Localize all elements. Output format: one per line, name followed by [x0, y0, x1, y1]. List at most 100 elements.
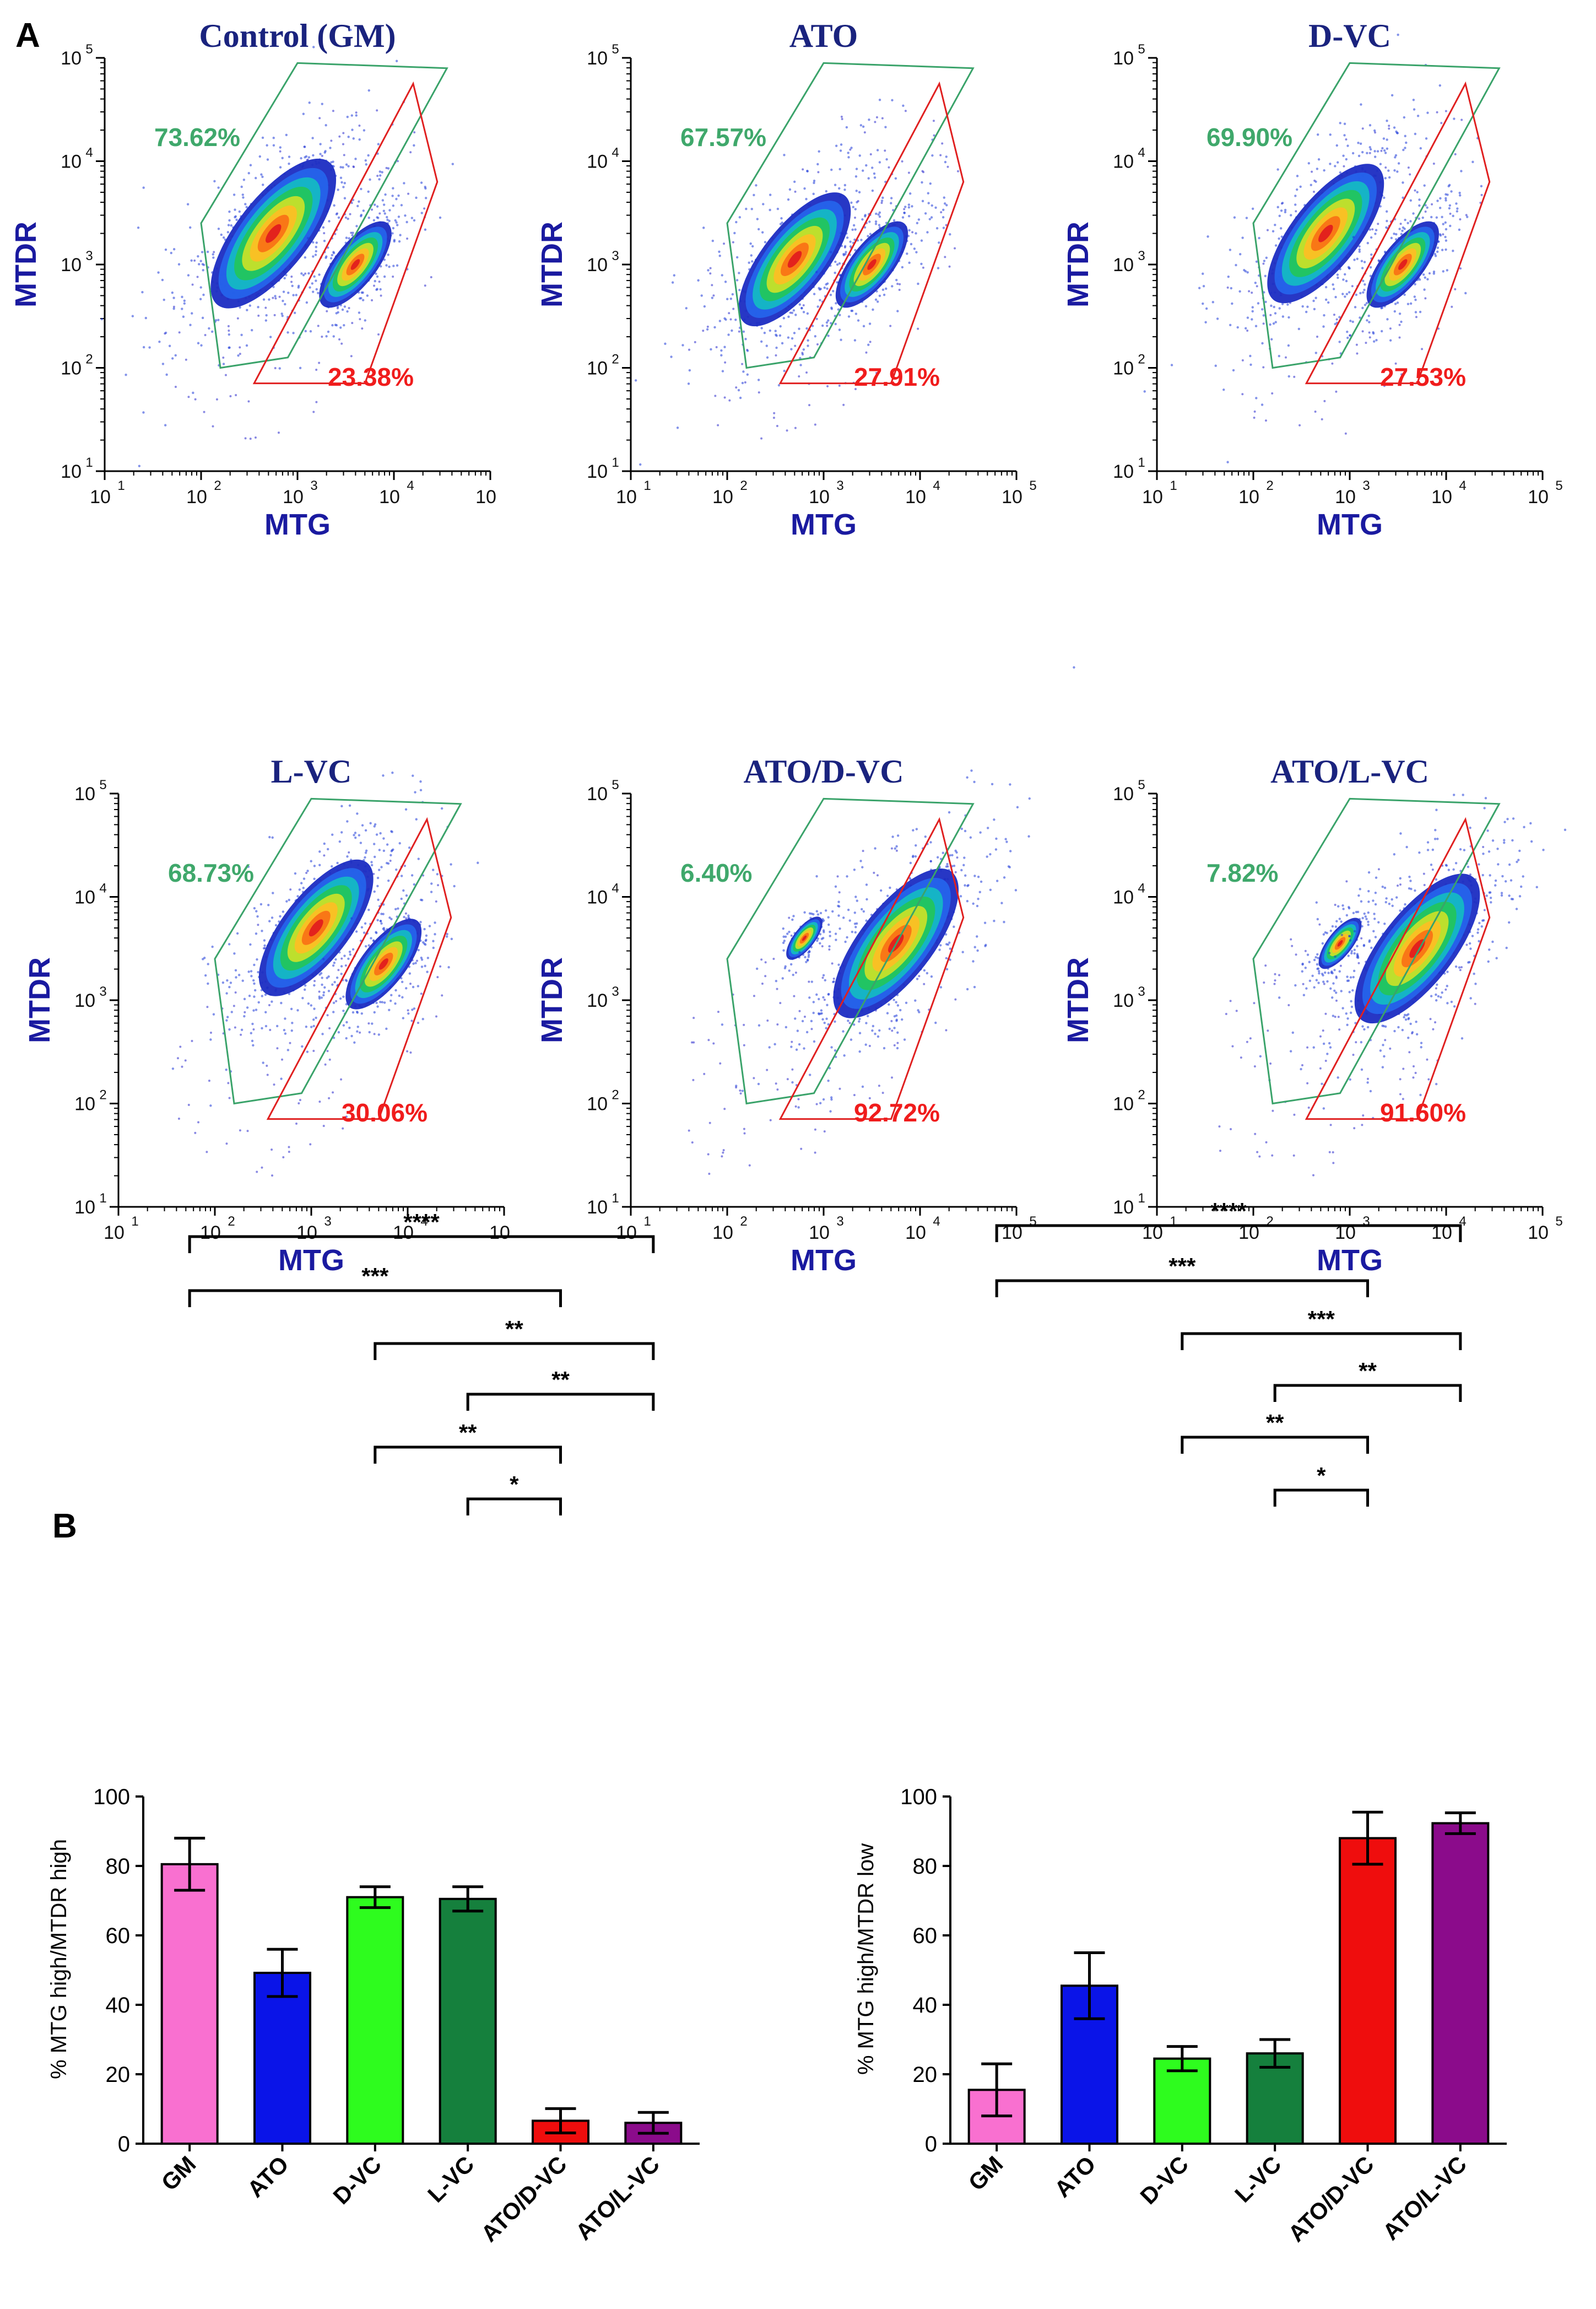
event-dot — [1425, 137, 1428, 140]
event-dot — [1449, 224, 1452, 228]
event-dot — [769, 329, 772, 332]
event-dot — [840, 235, 842, 238]
event-dot — [1373, 150, 1376, 153]
event-dot — [778, 334, 782, 337]
event-dot — [917, 327, 919, 330]
event-dot — [183, 299, 186, 302]
event-dot — [1314, 411, 1317, 413]
event-dot — [220, 233, 223, 236]
event-dot — [743, 1044, 745, 1046]
event-dot — [1287, 344, 1290, 347]
event-dot — [797, 1106, 800, 1109]
event-dot — [312, 1049, 315, 1052]
event-dot — [807, 339, 809, 342]
event-dot — [721, 370, 724, 373]
event-dot — [1357, 142, 1360, 144]
event-dot — [794, 190, 797, 193]
event-dot — [372, 843, 376, 845]
event-dot — [1274, 973, 1276, 975]
event-dot — [1358, 245, 1361, 248]
event-dot — [832, 980, 835, 983]
event-dot — [1414, 1071, 1417, 1074]
event-dot — [1229, 1000, 1232, 1002]
event-dot — [1396, 301, 1399, 304]
event-dot — [979, 831, 982, 834]
event-dot — [1358, 248, 1361, 251]
event-dot — [824, 909, 827, 912]
event-dot — [312, 1018, 315, 1021]
event-dot — [779, 1002, 782, 1005]
event-dot — [1355, 1041, 1357, 1044]
event-dot — [1438, 207, 1442, 209]
event-dot — [1391, 94, 1394, 97]
event-dot — [1381, 147, 1384, 150]
event-dot — [1276, 206, 1279, 209]
event-dot — [237, 974, 241, 977]
event-dot — [951, 854, 954, 856]
gate-high-polygon — [1252, 62, 1501, 369]
event-dot — [393, 239, 396, 241]
event-dot — [1407, 166, 1410, 169]
event-dot — [878, 294, 881, 297]
y-tick-label: 10 — [587, 358, 608, 379]
event-dot — [364, 856, 366, 859]
event-dot — [1306, 1082, 1309, 1085]
event-dot — [920, 239, 923, 242]
y-tick-exponent: 1 — [99, 1191, 106, 1206]
event-dot — [939, 944, 942, 947]
event-dot — [748, 261, 750, 264]
event-dot — [403, 915, 405, 919]
event-dot — [268, 835, 271, 839]
event-dot — [1396, 170, 1399, 173]
event-dot — [226, 1016, 229, 1018]
event-dot — [409, 983, 412, 985]
event-dot — [996, 880, 999, 882]
event-dot — [330, 139, 333, 142]
event-dot — [984, 945, 987, 947]
event-dot — [389, 999, 392, 1002]
event-dot — [264, 1024, 268, 1028]
event-dot — [1465, 214, 1468, 217]
event-dot — [190, 259, 193, 262]
event-dot — [305, 155, 308, 158]
x-tick-exponent: 3 — [836, 1214, 843, 1229]
event-dot — [1410, 887, 1413, 891]
event-dot — [1366, 319, 1368, 322]
event-dot — [1270, 338, 1273, 341]
event-dot — [420, 181, 423, 184]
event-dot — [1383, 149, 1386, 152]
event-dot — [410, 874, 414, 877]
event-dot — [1332, 1015, 1335, 1017]
event-dot — [861, 169, 864, 172]
event-dot — [718, 250, 721, 253]
event-dot — [322, 994, 325, 997]
event-dot — [1435, 808, 1438, 811]
event-dot — [758, 391, 760, 394]
event-dot — [783, 940, 786, 942]
event-dot — [1335, 144, 1338, 147]
event-dot — [745, 207, 748, 211]
panel-title: ATO/L-VC — [1270, 753, 1429, 790]
event-dot — [256, 1170, 258, 1173]
event-dot — [249, 943, 252, 946]
event-dot — [377, 217, 380, 219]
event-dot — [322, 958, 325, 961]
event-dot — [187, 1104, 190, 1107]
event-dot — [868, 1097, 871, 1099]
event-dot — [711, 296, 714, 299]
event-dot — [386, 843, 389, 846]
event-dot — [377, 898, 380, 902]
event-dot — [1373, 129, 1376, 132]
event-dot — [1334, 295, 1337, 299]
event-dot — [208, 1080, 210, 1082]
event-dot — [1409, 173, 1411, 176]
event-dot — [310, 1026, 313, 1028]
event-dot — [1394, 154, 1398, 157]
event-dot — [741, 381, 744, 385]
event-dot — [1205, 307, 1208, 310]
event-dot — [1436, 250, 1439, 253]
event-dot — [639, 463, 642, 466]
event-dot — [845, 126, 848, 129]
event-dot — [791, 311, 794, 314]
event-dot — [269, 1028, 272, 1031]
